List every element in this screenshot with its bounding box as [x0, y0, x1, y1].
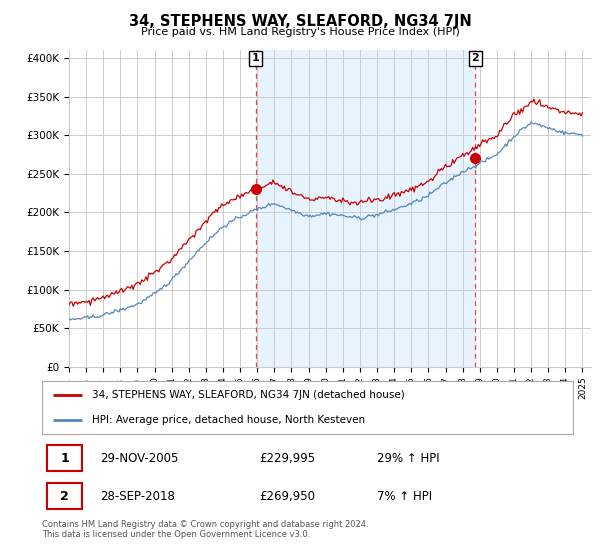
Bar	[256, 50, 475, 367]
FancyBboxPatch shape	[47, 483, 82, 510]
Text: 34, STEPHENS WAY, SLEAFORD, NG34 7JN (detached house): 34, STEPHENS WAY, SLEAFORD, NG34 7JN (de…	[92, 390, 405, 400]
Text: 7% ↑ HPI: 7% ↑ HPI	[377, 489, 431, 503]
Text: Price paid vs. HM Land Registry's House Price Index (HPI): Price paid vs. HM Land Registry's House …	[140, 27, 460, 37]
Text: 29-NOV-2005: 29-NOV-2005	[100, 451, 179, 465]
FancyBboxPatch shape	[47, 445, 82, 472]
Text: £229,995: £229,995	[260, 451, 316, 465]
Text: HPI: Average price, detached house, North Kesteven: HPI: Average price, detached house, Nort…	[92, 414, 365, 424]
Text: Contains HM Land Registry data © Crown copyright and database right 2024.
This d: Contains HM Land Registry data © Crown c…	[42, 520, 368, 539]
Text: 28-SEP-2018: 28-SEP-2018	[100, 489, 175, 503]
Text: 29% ↑ HPI: 29% ↑ HPI	[377, 451, 439, 465]
Text: 34, STEPHENS WAY, SLEAFORD, NG34 7JN: 34, STEPHENS WAY, SLEAFORD, NG34 7JN	[128, 14, 472, 29]
Text: 2: 2	[472, 53, 479, 63]
Text: 2: 2	[60, 489, 69, 503]
Text: £269,950: £269,950	[260, 489, 316, 503]
Text: 1: 1	[251, 53, 259, 63]
Text: 1: 1	[60, 451, 69, 465]
